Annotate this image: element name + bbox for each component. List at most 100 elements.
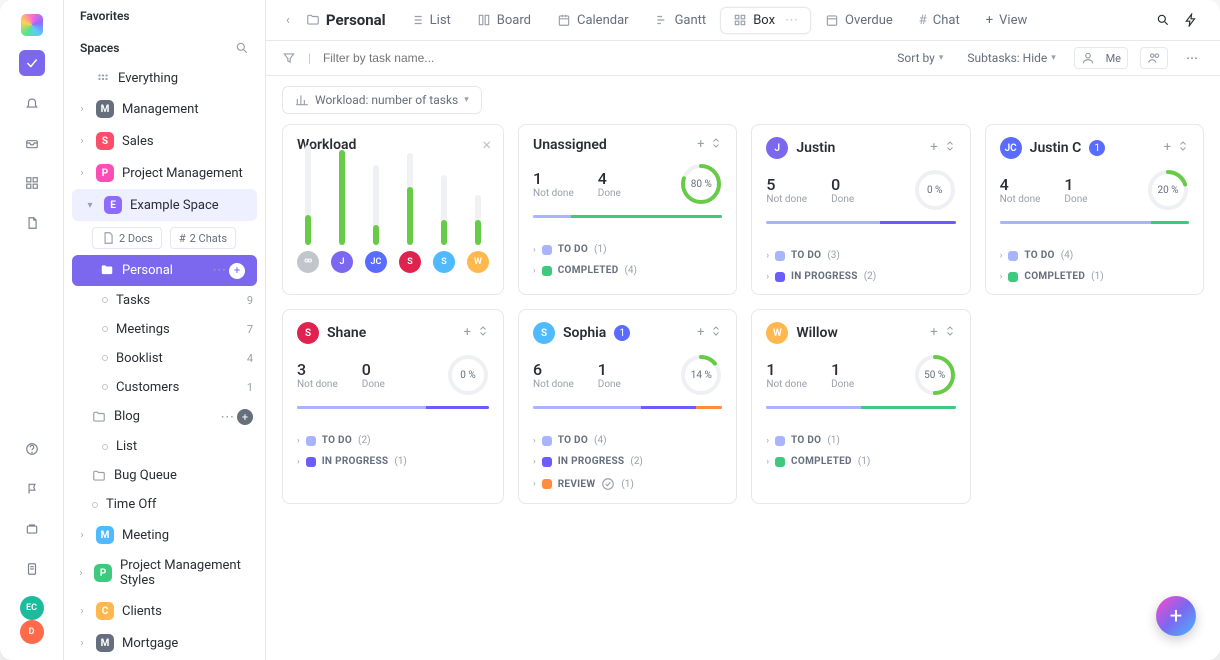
sidebar-space[interactable]: ›MMeeting (64, 519, 265, 551)
sidebar-item[interactable]: Time Off (64, 490, 265, 519)
docs-pill[interactable]: 2 Docs (92, 227, 162, 249)
sidebar-list[interactable]: List (64, 432, 265, 461)
workload-mode-pill[interactable]: Workload: number of tasks▾ (282, 86, 482, 114)
collapse-icon[interactable] (710, 137, 722, 153)
collapse-icon[interactable] (477, 325, 489, 341)
add-icon[interactable]: + (237, 409, 253, 425)
user-avatar[interactable]: W (467, 251, 489, 273)
view-tab-chat[interactable]: #Chat (907, 8, 972, 33)
status-group[interactable]: ›TO DO(3) (766, 250, 955, 261)
back-icon[interactable]: ‹ (282, 9, 294, 32)
status-group[interactable]: ›COMPLETED(1) (766, 456, 955, 467)
sidebar-list[interactable]: Meetings7 (64, 315, 265, 344)
collapse-icon[interactable] (944, 325, 956, 341)
filter-icon[interactable] (282, 51, 296, 65)
add-icon[interactable]: + (229, 263, 245, 279)
sidebar-everything[interactable]: Everything (64, 64, 265, 93)
user-avatar[interactable]: JC (1000, 137, 1022, 159)
add-icon[interactable]: + (464, 325, 471, 341)
space-letter-icon: M (96, 634, 114, 652)
rail-goals[interactable] (19, 476, 45, 502)
quick-create-fab[interactable]: + (1156, 596, 1196, 636)
collapse-icon[interactable] (944, 140, 956, 156)
user-avatar[interactable]: S (399, 251, 421, 273)
user-avatar[interactable]: J (331, 251, 353, 273)
status-group[interactable]: ›IN PROGRESS(2) (766, 271, 955, 282)
automations-icon[interactable] (1178, 9, 1204, 31)
user-avatar[interactable]: JC (365, 251, 387, 273)
sidebar-item[interactable]: Bug Queue (64, 461, 265, 490)
breadcrumb[interactable]: Personal (296, 6, 396, 34)
sidebar-space[interactable]: ›MManagement (64, 93, 265, 125)
sidebar-list[interactable]: Booklist4 (64, 344, 265, 373)
user-avatar[interactable]: W (766, 322, 788, 344)
close-icon[interactable]: × (482, 135, 491, 154)
user-avatar[interactable]: S (433, 251, 455, 273)
view-tab-list[interactable]: List (398, 8, 463, 33)
add-icon[interactable]: + (930, 325, 937, 341)
progress-ring: 0 % (914, 169, 956, 211)
user-avatar[interactable]: J (766, 137, 788, 159)
sidebar-list[interactable]: Customers1 (64, 373, 265, 402)
view-tab-gantt[interactable]: Gantt (643, 8, 719, 33)
rail-inbox[interactable] (19, 130, 45, 156)
filter-input[interactable] (323, 51, 503, 65)
status-group[interactable]: ›TO DO(4) (533, 435, 722, 446)
me-filter[interactable]: Me (1074, 47, 1128, 69)
workspace-avatar[interactable]: EC (20, 596, 44, 620)
more-icon[interactable]: ⋯ (785, 13, 798, 28)
workspace-avatar[interactable]: D (20, 620, 44, 644)
sidebar-space[interactable]: ›SSales (64, 125, 265, 157)
user-avatar[interactable] (297, 251, 319, 273)
rail-notifications[interactable] (19, 90, 45, 116)
more-icon[interactable]: ⋯ (212, 262, 226, 278)
rail-dashboards[interactable] (19, 170, 45, 196)
add-icon[interactable]: + (697, 325, 704, 341)
status-group[interactable]: ›IN PROGRESS(1) (297, 456, 489, 467)
sidebar-space[interactable]: ›PProject Management Styles (64, 551, 265, 595)
add-view-button[interactable]: +View (974, 8, 1040, 33)
collapse-icon[interactable] (1177, 140, 1189, 156)
search-icon[interactable] (235, 41, 249, 55)
sidebar-personal[interactable]: Personal ⋯ + (72, 255, 257, 286)
chats-pill[interactable]: #2 Chats (170, 227, 236, 249)
collapse-icon[interactable] (710, 325, 722, 341)
user-avatar[interactable]: S (297, 322, 319, 344)
status-group[interactable]: ›REVIEW (1) (533, 477, 722, 491)
view-tab-board[interactable]: Board (465, 8, 543, 33)
rail-docs[interactable] (19, 210, 45, 236)
clickup-logo[interactable] (21, 14, 43, 36)
more-icon[interactable]: ⋯ (220, 409, 234, 425)
rail-apps[interactable] (19, 516, 45, 542)
sidebar-space[interactable]: ›MMortgage (64, 627, 265, 659)
assignee-filter[interactable] (1140, 47, 1168, 69)
status-group[interactable]: ›COMPLETED(1) (1000, 271, 1189, 282)
user-avatar[interactable]: S (533, 322, 555, 344)
favorites-header[interactable]: Favorites (64, 0, 265, 32)
more-options-icon[interactable]: ⋯ (1180, 48, 1204, 68)
sidebar-example-space[interactable]: ▾ E Example Space (72, 189, 257, 221)
sidebar-list[interactable]: Tasks9 (64, 286, 265, 315)
rail-help[interactable] (19, 436, 45, 462)
status-group[interactable]: ›TO DO(4) (1000, 250, 1189, 261)
view-tab-box[interactable]: Box⋯ (720, 7, 811, 34)
workload-title: Workload (297, 137, 489, 153)
sidebar-space[interactable]: ›PProject Management (64, 157, 265, 189)
add-icon[interactable]: + (697, 137, 704, 153)
status-group[interactable]: ›TO DO(1) (766, 435, 955, 446)
view-tab-overdue[interactable]: Overdue (813, 8, 905, 33)
sidebar-blog[interactable]: Blog ⋯ + (64, 402, 265, 433)
status-group[interactable]: ›COMPLETED(4) (533, 265, 722, 276)
add-icon[interactable]: + (930, 140, 937, 156)
rail-home[interactable] (19, 50, 45, 76)
status-group[interactable]: ›IN PROGRESS(2) (533, 456, 722, 467)
subtasks-toggle[interactable]: Subtasks: Hide▾ (961, 48, 1061, 68)
view-tab-calendar[interactable]: Calendar (545, 8, 641, 33)
add-icon[interactable]: + (1164, 140, 1171, 156)
sidebar-space[interactable]: ›CClients (64, 595, 265, 627)
rail-notepad[interactable] (19, 556, 45, 582)
status-group[interactable]: ›TO DO(1) (533, 244, 722, 255)
sort-by[interactable]: Sort by▾ (891, 48, 949, 68)
status-group[interactable]: ›TO DO(2) (297, 435, 489, 446)
search-icon[interactable] (1150, 9, 1176, 31)
